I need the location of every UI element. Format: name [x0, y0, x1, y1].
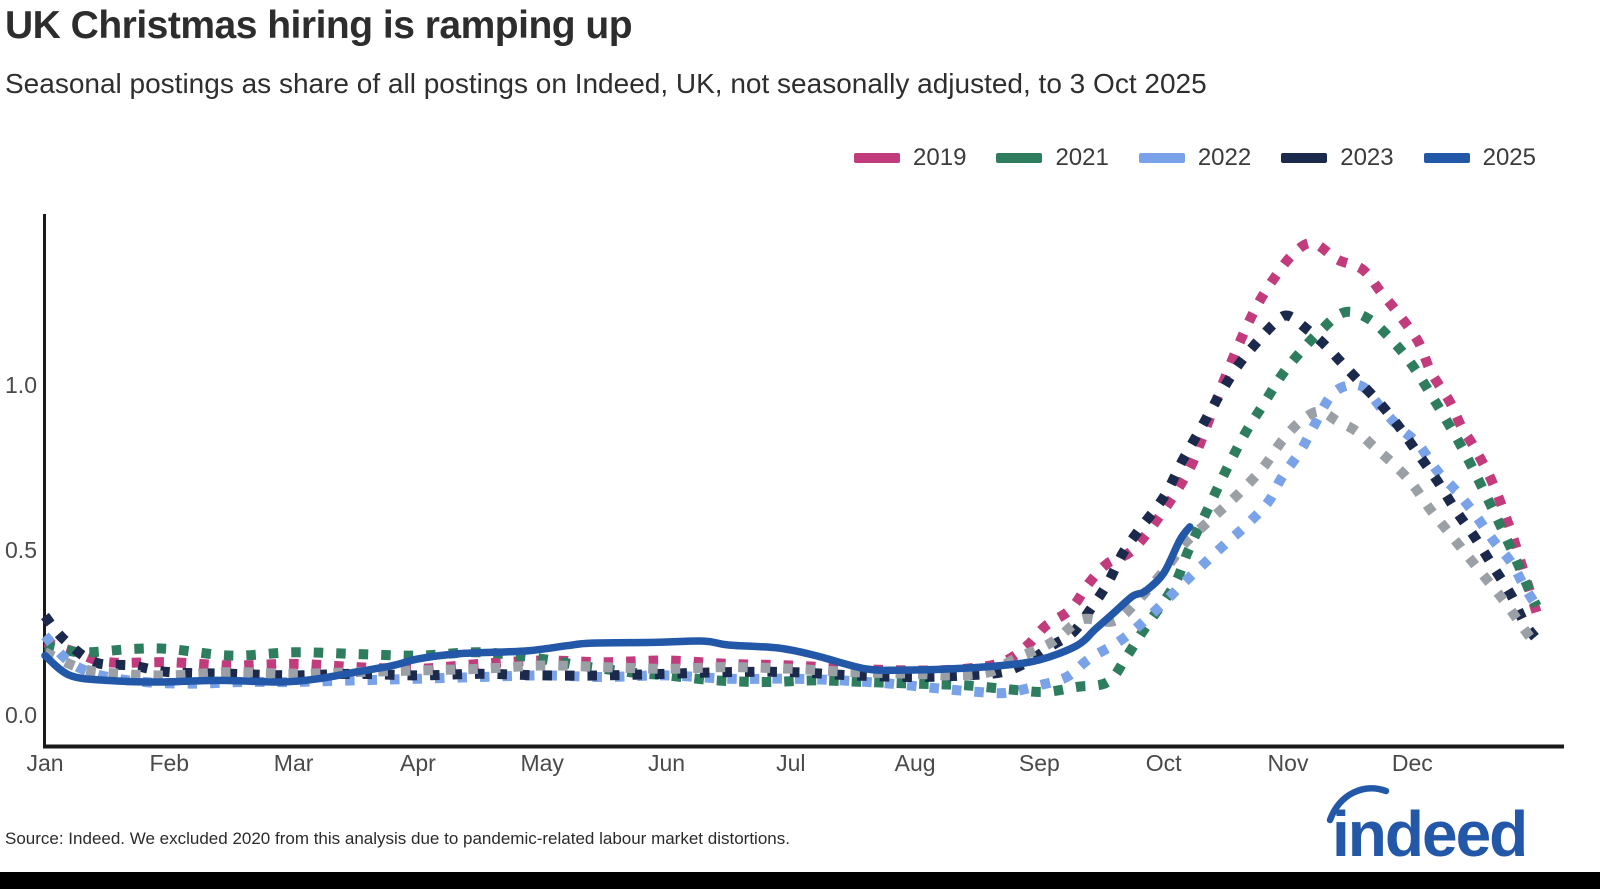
chart: 0.0 0.5 1.0 Jan Feb Mar Apr May Jun Jul Aug Sep Oct N…: [5, 214, 1564, 776]
legend-swatch-2025: [1423, 153, 1470, 163]
legend-item-2025: 2025: [1423, 144, 1536, 172]
indeed-logo-arc-icon: [1326, 785, 1390, 824]
x-tick-label: Sep: [1019, 750, 1060, 776]
y-tick-label: 0.5: [5, 537, 37, 563]
bottom-bar: [0, 872, 1600, 889]
legend-item-2021: 2021: [996, 144, 1109, 172]
legend: 2019 2021 2022 2023 2025: [854, 144, 1536, 172]
series-2021: [44, 306, 1542, 698]
legend-swatch-2023: [1281, 153, 1328, 163]
legend-label: 2023: [1340, 144, 1394, 171]
legend-item-2022: 2022: [1138, 144, 1252, 172]
x-tick-label: Jul: [776, 750, 805, 776]
legend-label: 2021: [1055, 144, 1109, 171]
legend-swatch-2021: [996, 153, 1043, 163]
indeed-logo: indeed: [1326, 785, 1528, 868]
legend-item-2019: 2019: [854, 144, 966, 172]
indeed-logo-text: indeed: [1332, 798, 1526, 868]
x-tick-label: Jun: [648, 750, 685, 776]
x-tick-label: Aug: [895, 750, 936, 776]
chart-title: UK Christmas hiring is ramping up: [5, 4, 633, 47]
x-tick-label: Mar: [274, 750, 314, 776]
legend-swatch-2019: [854, 153, 901, 163]
x-tick-label: Oct: [1146, 750, 1182, 776]
legend-swatch-2022: [1138, 153, 1185, 163]
series-2025: [41, 523, 1194, 686]
legend-label: 2025: [1482, 144, 1536, 171]
x-tick-label: Jan: [26, 750, 63, 776]
legend-label: 2019: [913, 144, 967, 171]
x-tick-label: Apr: [400, 750, 436, 776]
x-tick-label: Feb: [149, 750, 189, 776]
y-tick-label: 1.0: [5, 372, 37, 398]
legend-item-2023: 2023: [1281, 144, 1394, 172]
series-2023: [41, 310, 1541, 683]
x-tick-label: May: [520, 750, 564, 776]
x-tick-label: Dec: [1392, 750, 1433, 776]
source-note: Source: Indeed. We excluded 2020 from th…: [5, 829, 790, 848]
series-2024: [42, 406, 1541, 681]
series-2019: [43, 237, 1542, 676]
y-tick-label: 0.0: [5, 702, 37, 728]
x-tick-label: Nov: [1268, 750, 1309, 776]
chart-subtitle: Seasonal postings as share of all postin…: [5, 68, 1207, 99]
legend-label: 2022: [1197, 144, 1252, 171]
